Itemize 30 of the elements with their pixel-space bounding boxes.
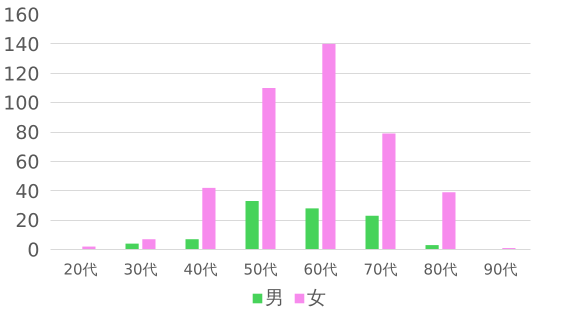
legend-label: 男	[265, 286, 285, 311]
y-tick-label: 100	[3, 92, 40, 115]
y-tick-label: 80	[15, 122, 40, 144]
x-tick-label: 90代	[483, 260, 518, 278]
bar	[126, 244, 139, 250]
x-tick-label: 80代	[423, 260, 458, 278]
legend-label: 女	[307, 286, 327, 311]
bar	[306, 208, 319, 250]
x-tick-label: 20代	[63, 260, 98, 278]
x-tick-label: 50代	[243, 260, 278, 278]
bar	[202, 188, 216, 250]
bar	[142, 239, 156, 250]
y-tick-label: 140	[3, 34, 40, 56]
bar	[322, 44, 336, 250]
y-tick-label: 40	[15, 180, 40, 203]
y-tick-label: 0	[27, 240, 40, 262]
bar	[382, 133, 396, 250]
bar	[262, 88, 276, 250]
x-tick-label: 60代	[303, 260, 338, 278]
x-tick-label: 40代	[183, 260, 218, 278]
bar	[442, 192, 456, 250]
bar	[366, 216, 379, 250]
bar	[246, 201, 259, 250]
bar	[186, 239, 199, 250]
y-tick-label: 160	[3, 4, 40, 26]
y-tick-label: 20	[15, 210, 40, 232]
y-tick-label: 120	[3, 63, 40, 86]
x-tick-label: 30代	[123, 260, 158, 278]
y-tick-label: 60	[15, 151, 40, 174]
x-tick-label: 70代	[363, 260, 398, 278]
